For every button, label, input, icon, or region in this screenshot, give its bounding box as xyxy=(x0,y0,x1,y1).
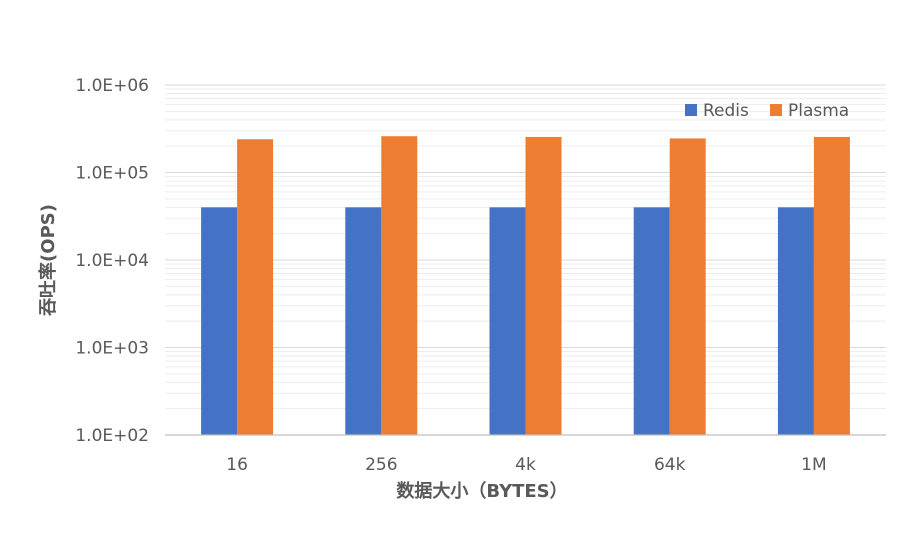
legend-swatch-plasma xyxy=(770,104,782,116)
y-tick-labels: 1.0E+02 1.0E+03 1.0E+04 1.0E+05 1.0E+06 xyxy=(75,76,149,446)
bar-plasma-64k xyxy=(669,138,706,435)
bar-redis-1m xyxy=(777,207,814,435)
y-tick-label: 1.0E+04 xyxy=(75,251,149,271)
x-tick-labels: 16 256 4k 64k 1M xyxy=(226,455,826,475)
x-tick-label: 256 xyxy=(365,455,397,475)
bar-redis-64k xyxy=(633,207,670,435)
bar-redis-256 xyxy=(345,207,382,435)
y-tick-label: 1.0E+02 xyxy=(75,426,149,446)
bar-plasma-256 xyxy=(381,136,418,436)
legend-swatch-redis xyxy=(685,104,697,116)
x-tick-label: 1M xyxy=(801,455,826,475)
bar-plasma-1m xyxy=(813,136,850,435)
y-tick-label: 1.0E+05 xyxy=(75,164,149,184)
bar-plasma-16 xyxy=(237,139,274,436)
legend-label-redis: Redis xyxy=(703,101,749,121)
legend: Redis Plasma xyxy=(685,101,849,121)
x-tick-label: 64k xyxy=(654,455,686,475)
bar-plasma-4k xyxy=(525,136,562,435)
bar-redis-16 xyxy=(201,207,238,435)
y-axis-title: 吞吐率(OPS) xyxy=(37,204,59,316)
x-axis-title: 数据大小（BYTES） xyxy=(396,480,567,502)
bars xyxy=(201,136,850,436)
legend-label-plasma: Plasma xyxy=(788,101,849,121)
x-tick-label: 4k xyxy=(515,455,536,475)
y-tick-label: 1.0E+03 xyxy=(75,339,149,359)
x-tick-label: 16 xyxy=(226,455,248,475)
y-tick-label: 1.0E+06 xyxy=(75,76,149,96)
bar-redis-4k xyxy=(489,207,526,435)
